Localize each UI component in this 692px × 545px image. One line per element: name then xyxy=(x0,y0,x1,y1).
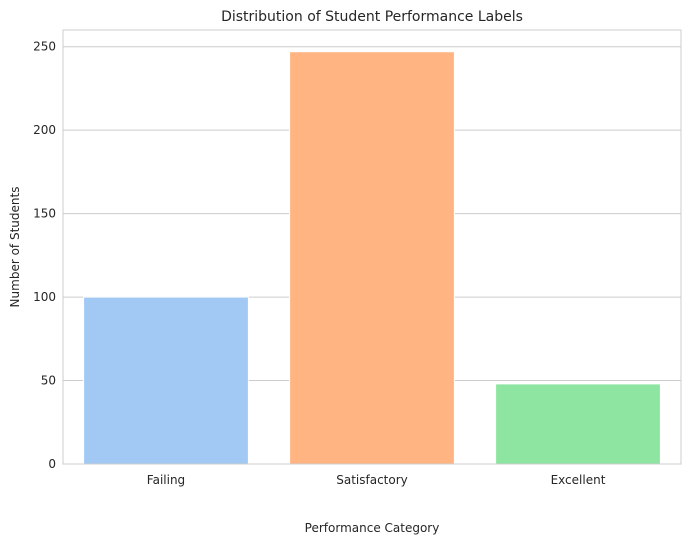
bar-failing xyxy=(83,296,249,465)
bar-satisfactory xyxy=(289,51,455,465)
y-axis-label: Number of Students xyxy=(8,187,22,308)
x-tick-label: Satisfactory xyxy=(336,473,408,487)
x-tick-labels: Failing Satisfactory Excellent xyxy=(147,473,606,487)
y-tick-label: 100 xyxy=(33,290,56,304)
bar-excellent xyxy=(495,383,661,465)
y-tick-label: 150 xyxy=(33,207,56,221)
bars xyxy=(83,51,661,465)
y-tick-label: 250 xyxy=(33,40,56,54)
plot-frame xyxy=(62,29,682,465)
y-tick-label: 50 xyxy=(41,374,56,388)
x-tick-label: Failing xyxy=(147,473,185,487)
y-tick-labels: 0 50 100 150 200 250 xyxy=(33,40,56,471)
y-tick-label: 0 xyxy=(48,457,56,471)
chart-title: Distribution of Student Performance Labe… xyxy=(221,9,523,25)
x-tick-label: Excellent xyxy=(551,473,606,487)
x-axis-label: Performance Category xyxy=(305,521,440,535)
y-tick-label: 200 xyxy=(33,123,56,137)
